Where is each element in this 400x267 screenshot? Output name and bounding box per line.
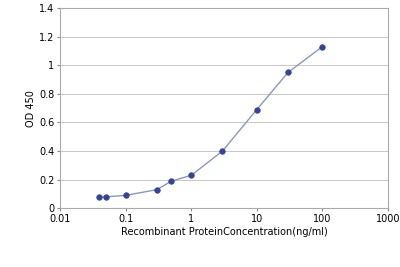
X-axis label: Recombinant ProteinConcentration(ng/ml): Recombinant ProteinConcentration(ng/ml)	[121, 227, 327, 237]
Y-axis label: OD 450: OD 450	[26, 90, 36, 127]
